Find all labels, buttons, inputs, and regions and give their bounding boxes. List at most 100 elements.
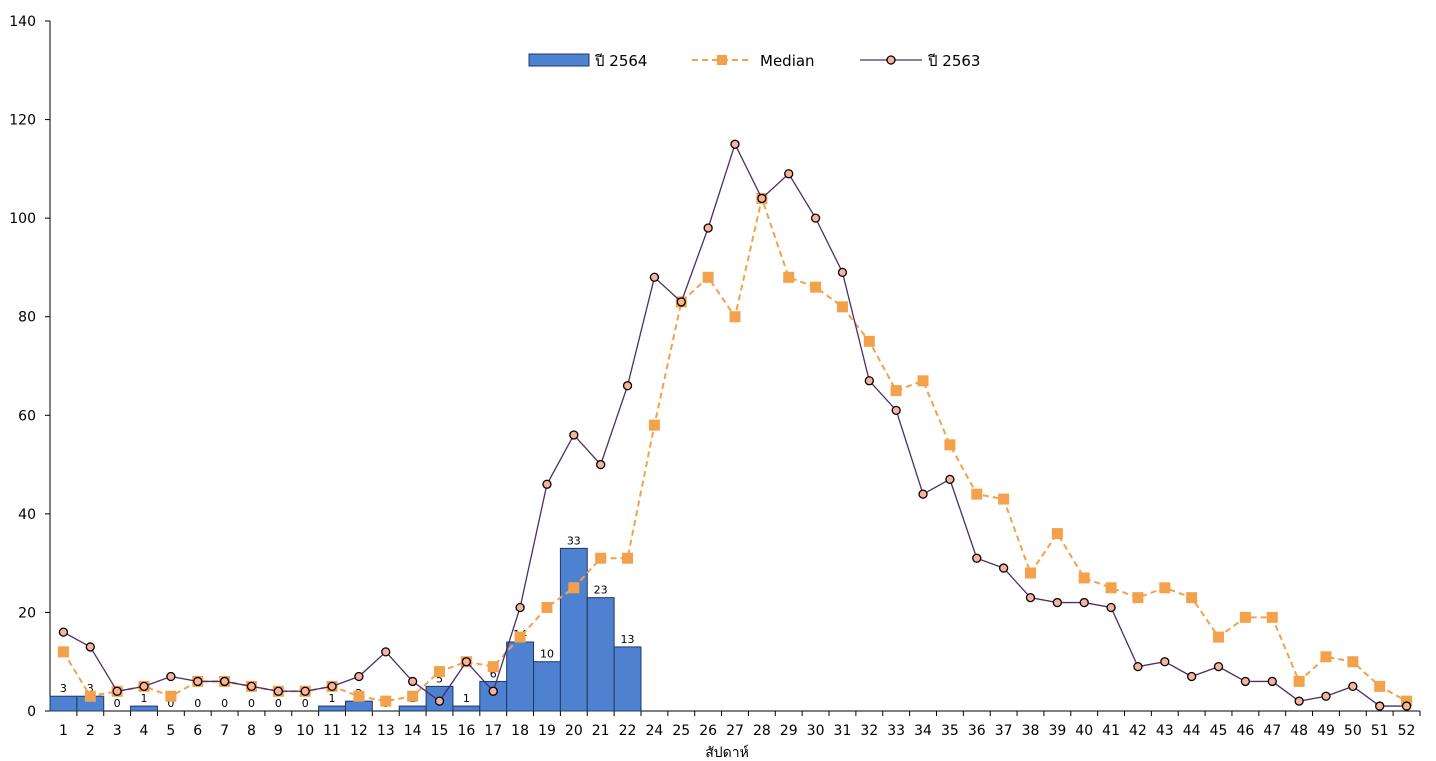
prev-year-point [810,213,821,223]
prev-year-point [246,681,257,692]
median-point [810,281,822,293]
bar [506,641,535,712]
prev-year-point [193,676,203,687]
x-tick-label: 33 [887,723,905,739]
prev-year-point [515,602,525,613]
x-tick-label: 28 [753,723,771,739]
median-point [1401,695,1413,707]
median-point [1186,592,1198,604]
prev-year-point [730,139,740,149]
prev-year-point [112,686,122,696]
legend-item-prev-year: ปี 2563 [860,52,980,70]
x-tick-label: 41 [1102,723,1120,739]
median-point [1239,611,1251,623]
median-point [568,582,580,594]
x-tick-label: 14 [404,723,422,739]
median-point [890,385,902,397]
bar-data-label: 0 [275,697,282,710]
x-tick-label: 47 [1263,723,1281,739]
x-tick-label: 38 [1022,723,1040,739]
prev-year-point [891,405,901,416]
median-point [1105,582,1117,594]
x-tick-label: 12 [350,723,368,739]
bar-data-label: 0 [221,697,228,710]
median-point [1024,567,1036,579]
x-tick-label: 36 [968,723,986,739]
bar [479,680,508,712]
x-tick-label: 16 [457,723,475,739]
x-tick-label: 37 [995,723,1013,739]
x-tick-label: 18 [511,723,529,739]
median-point [1320,651,1332,663]
x-tick-label: 4 [140,723,149,739]
axes [49,21,1420,712]
median-point [971,488,983,500]
x-tick-label: 9 [274,723,283,739]
x-tick-label: 13 [377,723,395,739]
median-point [836,301,848,313]
bar-data-label: 10 [540,648,554,661]
bar-data-label: 0 [248,697,255,710]
prev-year-point [864,376,874,386]
bar [398,705,427,712]
median-point [165,690,177,702]
x-tick-label: 44 [1183,723,1201,739]
prev-year-point [1348,681,1358,692]
bar-data-label: 23 [594,584,608,597]
prev-year-point [1187,671,1197,682]
prev-year-point [488,686,498,696]
prev-year-point [649,272,660,282]
median-point [1213,631,1225,643]
median-point [487,661,499,673]
bar-data-label: 0 [114,697,121,710]
prev-year-point [1267,676,1277,687]
y-ticks: 0 20 40 60 80 100 120 140 [9,14,50,720]
median-point [407,690,419,702]
legend-label-bar: ปี 2564 [594,52,647,70]
bar [533,661,561,712]
median-point [541,602,553,613]
median-point [1266,611,1278,623]
x-tick-label: 17 [484,723,502,739]
prev-year-point [1294,696,1304,706]
prev-year-point [972,553,982,563]
bar-data-label: 1 [141,692,148,705]
y-tick-label: 60 [18,408,36,424]
legend-item-median: Median [692,52,815,70]
median-point [1159,582,1171,594]
legend-swatch-bar [528,53,590,67]
x-tick-label: 19 [538,723,556,739]
bar-data-label: 1 [329,692,336,705]
x-tick-label: 8 [247,723,256,739]
prev-year-point [1401,701,1412,711]
x-tick-label: 7 [220,723,229,739]
x-tick-label: 31 [834,723,852,739]
x-tick-label: 52 [1398,723,1416,739]
prev-year-point [1321,691,1331,701]
prev-year-point [676,297,686,307]
prev-year-point [434,696,445,706]
prev-year-point [139,681,149,692]
prev-year-point [1240,676,1251,687]
prev-year-point [542,479,552,489]
prev-year-point [407,676,418,687]
x-tick-label: 20 [565,723,583,739]
bar [586,597,615,712]
legend-label-median: Median [760,52,815,70]
median-point [434,666,446,678]
x-tick-label: 35 [941,723,959,739]
bar-data-label: 1 [463,692,470,705]
median-point [595,552,607,564]
x-tick-label: 39 [1048,723,1066,739]
x-tick-label: 42 [1129,723,1147,739]
prev-year-point [461,657,472,667]
bar [452,705,481,712]
median-point [1293,675,1305,687]
bar-data-label: 0 [167,697,174,710]
x-tick-label: 1 [59,723,68,739]
median-point [783,271,795,283]
y-tick-label: 100 [9,211,36,227]
prev-year-point [219,676,230,687]
median-point [729,311,741,323]
median-point [863,335,875,347]
